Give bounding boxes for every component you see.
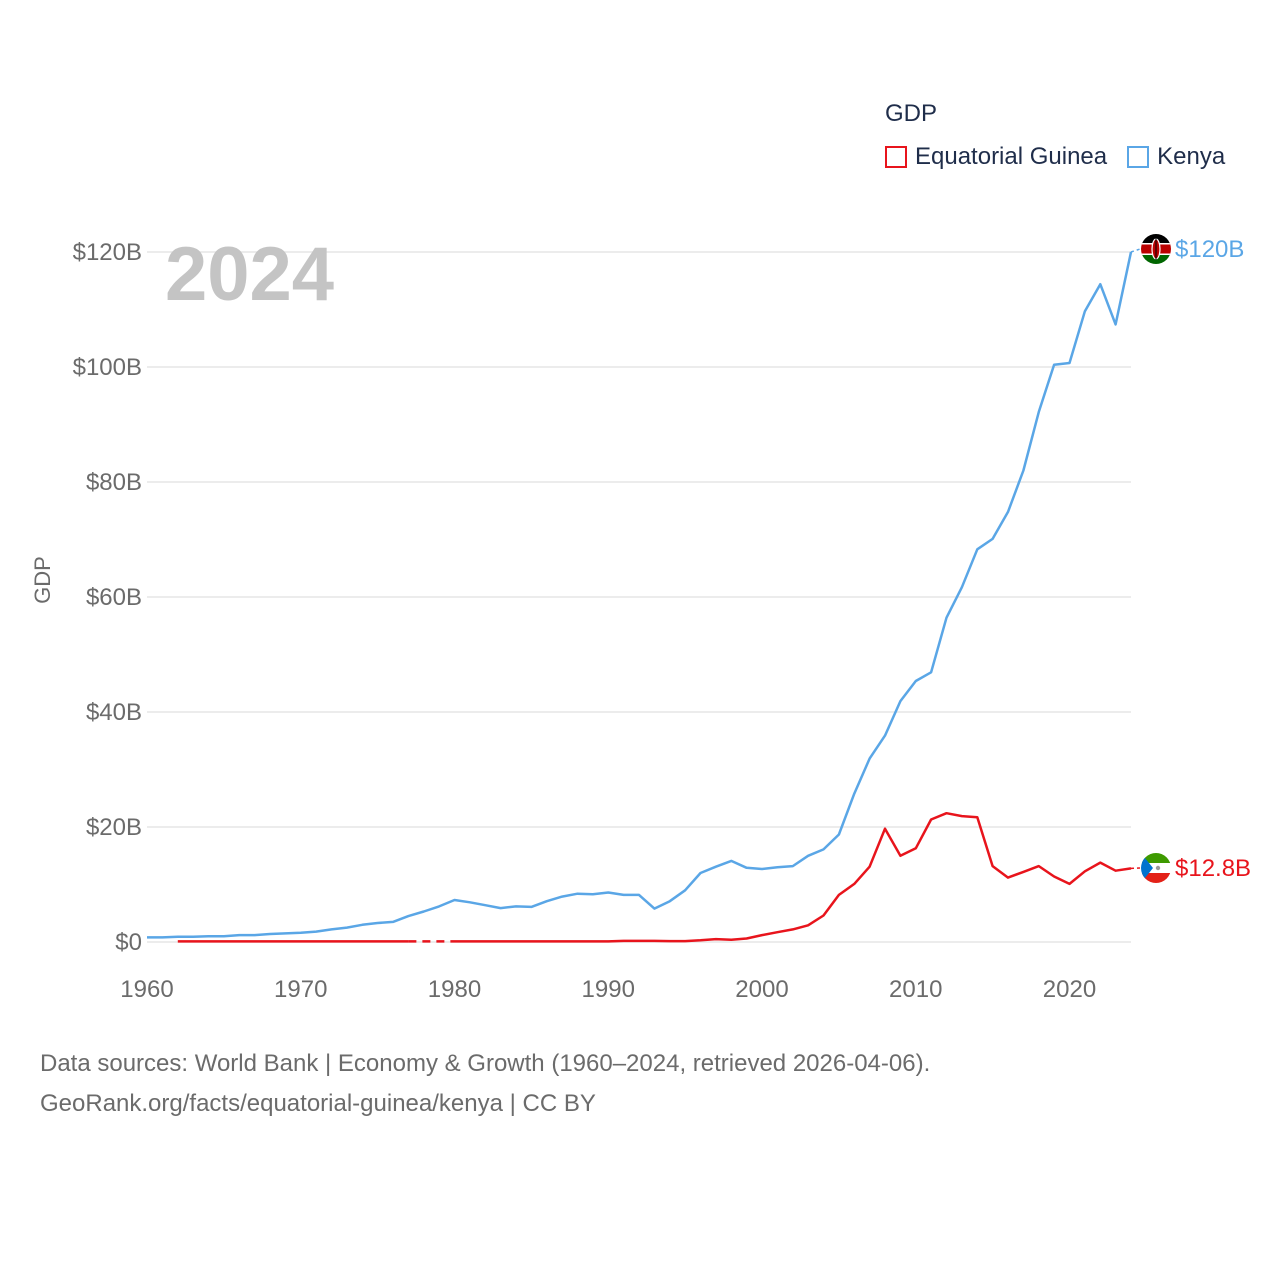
x-tick-label: 1980 [428,976,481,1003]
kenya-line [147,251,1133,939]
equatorial-guinea-flag-icon [1141,853,1171,883]
y-tick-label: $60B [86,584,142,611]
legend-item-kenya[interactable]: Kenya [1127,143,1225,171]
y-tick-label: $80B [86,469,142,496]
legend-swatch-kenya [1127,146,1150,168]
legend-label-kenya: Kenya [1157,143,1226,170]
x-axis-ticks: 1960 1970 1980 1990 2000 2010 2020 [120,976,1096,1003]
legend-label-equatorial-guinea: Equatorial Guinea [915,143,1108,170]
year-label: 2024 [165,232,334,317]
legend-swatch-equatorial-guinea [885,146,907,168]
x-tick-label: 1970 [274,976,327,1003]
footer-sources: Data sources: World Bank | Economy & Gro… [40,1050,931,1077]
footer-attribution[interactable]: GeoRank.org/facts/equatorial-guinea/keny… [40,1090,596,1117]
kenya-flag-icon [1141,234,1171,264]
x-tick-label: 2000 [735,976,788,1003]
equatorial-guinea-line [454,811,1132,943]
y-tick-label: $40B [86,699,142,726]
y-tick-label: $120B [73,239,142,266]
x-tick-label: 2020 [1043,976,1096,1003]
gdp-line-chart: 2024 $0$20B$40B$60B$80B$100B$120B 1960 19… [30,232,1251,1003]
footer: Data sources: World Bank | Economy & Gro… [40,1044,930,1124]
y-tick-label: $0 [115,929,142,956]
y-tick-label: $20B [86,814,142,841]
x-tick-label: 1990 [582,976,635,1003]
x-tick-label: 1960 [120,976,173,1003]
y-tick-label: $100B [73,354,142,381]
end-markers: $12.8B $120B [1130,234,1251,883]
legend-title: GDP [885,100,938,127]
series-lines [147,251,1133,943]
kenya-connector [1130,248,1141,253]
legend: Equatorial Guinea Kenya [885,143,1245,171]
y-axis-ticks: $0 $20B $40B $60B $80B $100B $120B [73,239,142,956]
y-axis-label: GDP [30,556,55,604]
legend-item-equatorial-guinea[interactable]: Equatorial Guinea [885,143,1107,171]
equatorial-guinea-end-label: $12.8B [1175,855,1251,882]
kenya-end-label: $120B [1175,236,1244,263]
x-tick-label: 2010 [889,976,942,1003]
